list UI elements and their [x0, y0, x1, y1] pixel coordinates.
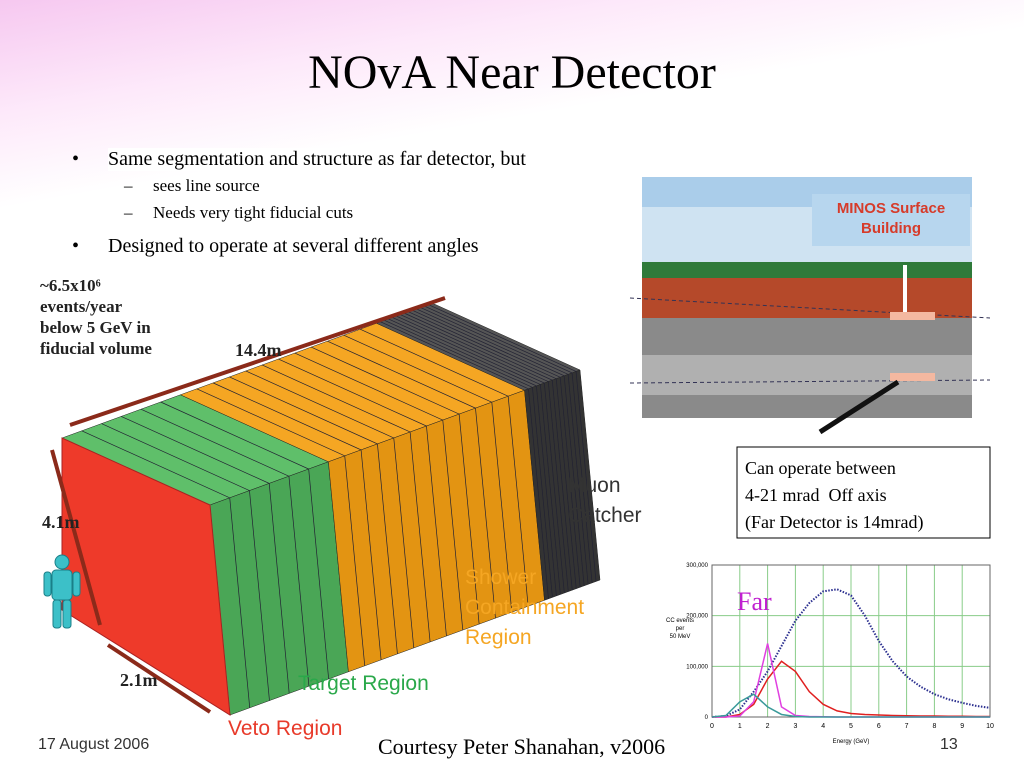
slab-line: [380, 321, 549, 599]
footer-date: 17 August 2006: [38, 736, 150, 753]
length-label: 14.4m: [235, 340, 282, 360]
slab-line: [427, 304, 597, 582]
target-label: Target Region: [298, 672, 429, 695]
slab-line: [261, 364, 431, 643]
slab-line: [388, 318, 557, 596]
note-line: 4-21 mrad Off axis: [745, 485, 887, 505]
sub-dash: –: [124, 203, 133, 222]
x-tick-label: 0: [710, 723, 714, 730]
person: [43, 554, 81, 629]
slab-line: [196, 388, 366, 666]
y-tick-label: 0: [705, 715, 709, 721]
slab-line: [121, 416, 290, 694]
sub-bullet-text: sees line source: [153, 176, 260, 195]
slab-line: [384, 320, 553, 598]
x-tick-label: 4: [821, 723, 825, 730]
y-tick-label: 100,000: [686, 664, 708, 670]
slab-line: [278, 358, 447, 637]
note-line: (Far Detector is 14mrad): [745, 512, 924, 532]
slab-line: [310, 346, 480, 625]
muon-label: Catcher: [568, 504, 642, 527]
veto-label: Veto Region: [228, 717, 343, 740]
slab-line: [415, 308, 585, 586]
x-tick-label: 2: [766, 723, 770, 730]
muon-label: Muon: [568, 474, 621, 497]
y-axis-label: CC events: [666, 618, 694, 624]
slab-line: [327, 340, 496, 619]
slab-line: [81, 430, 251, 708]
slab-line: [212, 382, 382, 660]
events-label: events/year: [40, 297, 123, 316]
chart-annotation: Far: [737, 587, 772, 616]
shower-label: Region: [465, 626, 532, 649]
y-axis-label: 50 MeV: [670, 634, 691, 640]
note-line: Can operate between: [745, 458, 896, 478]
x-tick-label: 5: [849, 723, 853, 730]
events-label: below 5 GeV in: [40, 318, 151, 337]
note: Can operate between 4-21 mrad Off axis (Fa…: [745, 455, 923, 536]
minos-line: Building: [861, 220, 921, 237]
slab-line: [408, 311, 577, 589]
x-tick-label: 3: [793, 723, 797, 730]
slab-line: [160, 401, 330, 680]
minos-diagram: [629, 177, 991, 435]
slab-line: [419, 307, 589, 585]
slab-line: [245, 370, 415, 648]
slab-line: [423, 305, 593, 583]
sub-dash: –: [124, 176, 133, 195]
shower-label: Containment: [465, 596, 585, 619]
slab-line: [392, 317, 561, 595]
series-line: [711, 693, 990, 718]
minos-line: MINOS Surface: [836, 200, 946, 217]
y-tick-label: 300,000: [686, 563, 708, 569]
x-tick-label: 1: [738, 723, 742, 730]
minos-label: MINOS Surface Building: [812, 199, 970, 239]
bullet-dot: •: [72, 235, 80, 257]
bullet-text: Designed to operate at several different…: [108, 235, 501, 258]
shower-label: Shower: [465, 566, 537, 589]
x-tick-label: 10: [986, 723, 994, 730]
bullet-text: Same segmentation and structure as far d…: [108, 148, 548, 171]
slab-line: [400, 314, 569, 592]
detector: [61, 302, 601, 716]
slab-line: [229, 376, 398, 654]
slab-line: [101, 423, 270, 701]
sub-bullet-text: Needs very tight fiducial cuts: [153, 203, 354, 222]
x-tick-label: 9: [960, 723, 964, 730]
x-axis-label: Energy (GeV): [833, 739, 870, 745]
bullet-dot: •: [72, 148, 80, 170]
x-tick-label: 7: [905, 723, 909, 730]
title: NOvA Near Detector: [308, 46, 716, 99]
y-tick-label: 200,000: [686, 614, 708, 620]
slab-line: [360, 328, 529, 607]
veto-face: [61, 437, 231, 716]
slab-line: [396, 315, 565, 594]
events-label: fiducial volume: [40, 339, 152, 358]
slab-line: [140, 408, 310, 687]
width-label: 2.1m: [120, 670, 158, 690]
x-tick-label: 8: [932, 723, 936, 730]
height-label: 4.1m: [42, 512, 80, 532]
dimension-arrows: [50, 296, 446, 714]
energy-chart: 0 100,000 200,000 300,000 0 1 2 3 4 5 6 7 8 9 10 CC eve…: [666, 563, 994, 745]
events-label: ~6.5x10⁶: [40, 276, 101, 295]
slab-line: [412, 309, 581, 588]
series-line: [712, 660, 990, 718]
y-axis-label: per: [676, 626, 685, 632]
x-tick-label: 6: [877, 723, 881, 730]
slab-line: [343, 334, 513, 613]
footer-page: 13: [940, 736, 958, 753]
note-box: [736, 446, 991, 539]
slab-line: [404, 312, 573, 591]
footer-credit: Courtesy Peter Shanahan, v2006: [378, 734, 666, 759]
slab-line: [294, 352, 464, 631]
